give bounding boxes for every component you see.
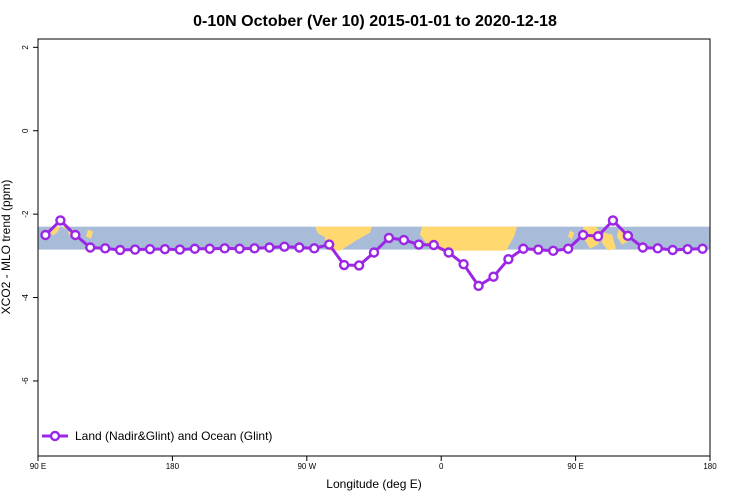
y-axis: 2 0 -2 -4 -6: [21, 45, 38, 385]
data-point: [70, 229, 81, 241]
data-point: [548, 245, 559, 257]
data-point: [129, 244, 141, 255]
data-point: [324, 239, 335, 250]
y-tick-label: 2: [21, 45, 30, 50]
x-tick-label: 90 E: [567, 462, 583, 471]
data-point: [577, 229, 589, 241]
data-point: [458, 258, 469, 270]
legend-label: Land (Nadir&Glint) and Ocean (Glint): [75, 429, 272, 443]
data-point: [488, 271, 499, 282]
data-point: [204, 243, 215, 254]
data-point: [562, 243, 574, 254]
data-point: [309, 243, 320, 254]
x-axis: 90 E 180 90 W 0 90 E 180: [30, 456, 717, 471]
land-solomon: [63, 226, 66, 230]
land-pacific-isle: [86, 229, 93, 239]
land-south-america: [324, 226, 372, 251]
x-tick-label: 180: [166, 462, 180, 471]
data-point: [697, 243, 708, 254]
x-tick-label: 180: [703, 462, 717, 471]
data-point: [249, 243, 260, 254]
legend: Land (Nadir&Glint) and Ocean (Glint): [42, 429, 272, 443]
data-point: [279, 241, 290, 252]
data-point: [55, 215, 66, 226]
x-axis-label: Longitude (deg E): [326, 477, 421, 491]
ocean-band: [38, 226, 710, 250]
data-point: [652, 243, 663, 254]
data-point: [518, 243, 529, 254]
y-tick-label: -6: [21, 377, 30, 385]
y-tick-label: -2: [21, 210, 30, 218]
data-point: [219, 243, 230, 254]
data-point: [637, 242, 648, 253]
data-point: [592, 231, 604, 242]
data-point: [368, 247, 380, 258]
data-point: [682, 243, 693, 255]
series-group: [40, 215, 708, 292]
data-point: [294, 242, 305, 253]
x-tick-label: 90 W: [297, 462, 316, 471]
data-point: [144, 243, 156, 255]
data-point: [174, 244, 186, 255]
land-indonesia: [602, 232, 616, 251]
x-tick-label: 0: [439, 462, 444, 471]
data-point: [413, 239, 424, 250]
plot-frame: [37, 38, 711, 457]
land-sri-lanka: [568, 230, 574, 240]
data-point: [159, 243, 171, 255]
data-point: [353, 260, 365, 271]
data-point: [667, 244, 678, 256]
data-point: [428, 239, 439, 251]
data-point: [40, 229, 51, 241]
x-tick-label: 90 E: [30, 462, 46, 471]
data-point: [473, 280, 484, 292]
data-point: [503, 253, 514, 265]
land-africa: [420, 226, 517, 251]
data-point: [114, 244, 126, 256]
data-point: [99, 243, 111, 254]
y-axis-label: XCO2 - MLO trend (ppm): [0, 180, 13, 315]
y-tick-label: 0: [21, 128, 30, 133]
data-point: [622, 230, 634, 242]
data-point: [338, 259, 350, 271]
data-point: [443, 247, 454, 258]
data-point: [607, 215, 619, 226]
data-point: [398, 234, 410, 246]
data-point: [533, 244, 544, 255]
y-tick-label: -4: [21, 293, 30, 301]
legend-marker: [49, 430, 61, 442]
data-point: [189, 243, 201, 254]
data-point: [264, 242, 275, 253]
chart-title: 0-10N October (Ver 10) 2015-01-01 to 202…: [193, 13, 557, 30]
data-point: [234, 243, 245, 254]
data-point: [383, 232, 395, 244]
data-point: [85, 242, 96, 253]
